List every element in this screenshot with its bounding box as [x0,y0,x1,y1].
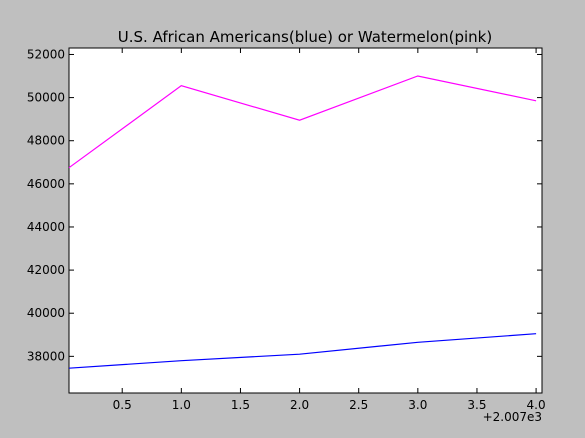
x-tick-label: 1.0 [172,398,191,412]
x-tick-label: 3.0 [408,398,427,412]
plot-area [68,47,543,394]
x-tick-label: 3.5 [467,398,486,412]
x-tick-label: 0.5 [113,398,132,412]
y-tick-label: 48000 [27,134,65,148]
series-line-0 [68,75,537,169]
y-tick-label: 42000 [27,263,65,277]
x-axis-offset-label: +2.007e3 [483,410,542,424]
y-tick-label: 52000 [27,47,65,61]
y-tick-label: 50000 [27,91,65,105]
x-tick-label: 1.5 [231,398,250,412]
x-tick-label: 2.0 [290,398,309,412]
y-tick-label: 40000 [27,306,65,320]
y-tick-label: 38000 [27,349,65,363]
x-tick-label: 2.5 [349,398,368,412]
y-tick-label: 44000 [27,220,65,234]
series-line-1 [68,333,537,369]
x-tick-label: 4.0 [527,398,546,412]
y-tick-label: 46000 [27,177,65,191]
chart-title: U.S. African Americans(blue) or Watermel… [118,28,492,46]
